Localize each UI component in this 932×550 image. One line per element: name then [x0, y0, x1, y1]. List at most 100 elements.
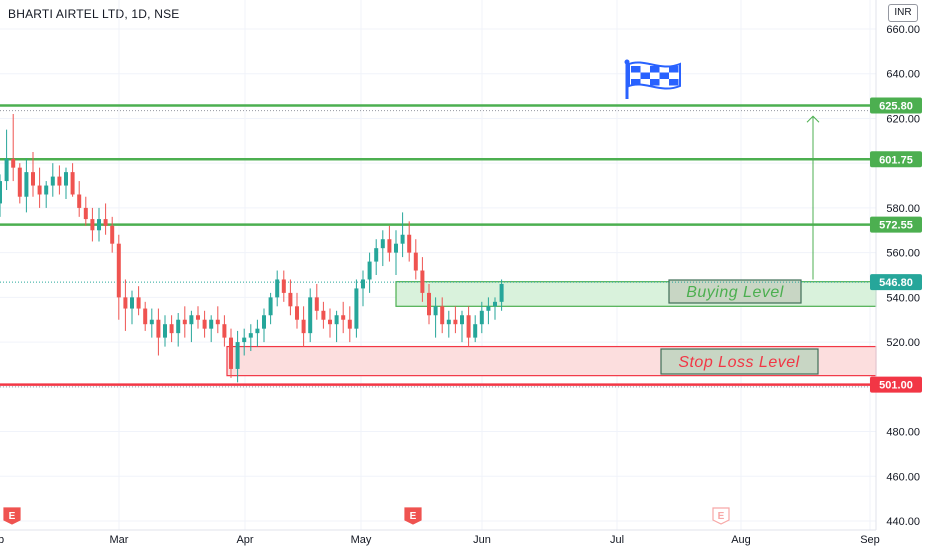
stop-loss-label-box[interactable] [660, 348, 819, 375]
candle-body[interactable] [123, 297, 128, 309]
price-badge-label: 572.55 [879, 220, 913, 232]
candle-body[interactable] [460, 315, 464, 325]
candle-body[interactable] [268, 297, 273, 316]
currency-button[interactable]: INR [888, 4, 918, 22]
candle-body[interactable] [196, 315, 200, 320]
candle-body[interactable] [387, 239, 392, 253]
candle-body[interactable] [17, 167, 22, 197]
candle-body[interactable] [486, 306, 491, 311]
candle-body[interactable] [262, 315, 266, 329]
candle-body[interactable] [24, 172, 29, 197]
candle-body[interactable] [499, 283, 504, 302]
candle-body[interactable] [116, 243, 121, 298]
candle-body[interactable] [37, 185, 42, 195]
candle-body[interactable] [407, 234, 412, 253]
buying-zone[interactable] [395, 281, 877, 307]
candle-body[interactable] [229, 337, 233, 369]
candle-body[interactable] [64, 172, 68, 186]
flag-check [650, 66, 660, 73]
candle-body[interactable] [90, 219, 95, 231]
candle-body[interactable] [308, 297, 313, 334]
candle-body[interactable] [440, 306, 445, 325]
candle-body[interactable] [420, 270, 425, 293]
candle-body[interactable] [341, 315, 346, 320]
candle-body[interactable] [446, 319, 451, 325]
candle-body[interactable] [110, 225, 115, 244]
levels-layer [0, 104, 876, 388]
candle-body[interactable] [413, 252, 418, 271]
candle-body[interactable] [136, 297, 141, 309]
candle-body[interactable] [493, 301, 497, 307]
candle-body[interactable] [215, 319, 220, 325]
candle-body[interactable] [202, 319, 207, 329]
candle-body[interactable] [11, 158, 16, 168]
candle-body[interactable] [255, 328, 260, 334]
earnings-marker-icon[interactable]: E [712, 507, 730, 525]
candle-body[interactable] [275, 279, 280, 298]
candle-body[interactable] [466, 315, 471, 338]
candle-body[interactable] [182, 319, 187, 325]
candle-body[interactable] [156, 319, 161, 338]
candle-body[interactable] [0, 181, 2, 204]
time-axis[interactable]: eb Mar Apr May Jun Jul Aug Sep [0, 534, 880, 546]
time-tick-label: Sep [860, 534, 880, 546]
candle-body[interactable] [314, 297, 319, 311]
candle-body[interactable] [295, 306, 299, 320]
candle-body[interactable] [44, 185, 49, 195]
candle-body[interactable] [169, 324, 174, 334]
candle-body[interactable] [321, 310, 326, 320]
candle-body[interactable] [334, 315, 339, 325]
price-badge-label: 601.75 [879, 154, 913, 166]
time-tick-label: Aug [731, 534, 751, 546]
candle-body[interactable] [97, 219, 101, 231]
candle-body[interactable] [222, 324, 227, 338]
candle-body[interactable] [380, 239, 385, 249]
price-tick-label: 480.00 [886, 427, 920, 439]
candle-body[interactable] [473, 324, 478, 338]
flag-check [669, 66, 679, 73]
candle-body[interactable] [50, 176, 55, 186]
candle-body[interactable] [394, 243, 398, 253]
candle-body[interactable] [130, 297, 134, 309]
price-badge [870, 151, 922, 168]
flag-check [631, 66, 641, 73]
candle-body[interactable] [248, 333, 253, 338]
candle-body[interactable] [479, 310, 484, 325]
candle-body[interactable] [328, 319, 332, 325]
candle-body[interactable] [143, 308, 148, 325]
candle-body[interactable] [400, 234, 405, 244]
price-tick-label: 460.00 [886, 471, 920, 483]
flag-icon[interactable] [624, 59, 681, 100]
candle-body[interactable] [367, 261, 372, 280]
candle-body[interactable] [361, 279, 365, 289]
earnings-marker-label: E [718, 511, 725, 522]
candle-body[interactable] [433, 306, 438, 316]
candle-body[interactable] [288, 292, 293, 307]
buying-level-label-box[interactable] [668, 279, 802, 304]
candle-body[interactable] [149, 319, 154, 325]
candle-body[interactable] [57, 176, 62, 186]
candle-body[interactable] [103, 219, 108, 226]
candle-body[interactable] [301, 319, 306, 334]
earnings-marker-icon[interactable]: E [404, 507, 422, 525]
candle-body[interactable] [4, 158, 9, 182]
candle-body[interactable] [163, 324, 167, 338]
candle-body[interactable] [281, 279, 286, 293]
earnings-marker-icon[interactable]: E [3, 507, 21, 525]
candle-body[interactable] [235, 342, 240, 369]
candle-body[interactable] [77, 194, 82, 208]
candle-body[interactable] [354, 288, 359, 329]
candle-body[interactable] [374, 248, 379, 262]
candle-body[interactable] [209, 319, 214, 329]
candle-body[interactable] [453, 319, 458, 325]
candle-body[interactable] [242, 337, 247, 343]
candle-body[interactable] [427, 292, 431, 316]
candle-body[interactable] [189, 315, 194, 325]
candle-body[interactable] [31, 172, 35, 186]
candle-body[interactable] [70, 172, 75, 195]
candle-body[interactable] [83, 207, 88, 220]
candle-body[interactable] [176, 319, 181, 334]
candle-body[interactable] [347, 319, 352, 329]
price-tick-label: 620.00 [886, 113, 920, 125]
